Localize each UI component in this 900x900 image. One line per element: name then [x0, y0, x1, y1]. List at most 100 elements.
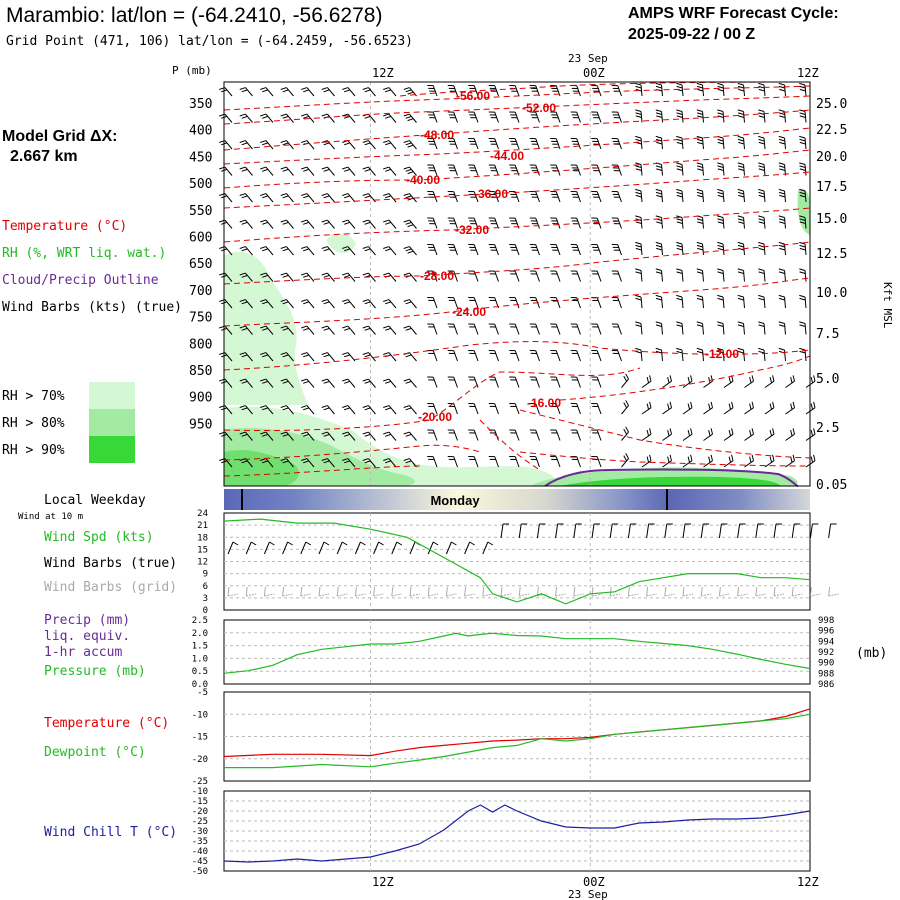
wind-barb [550, 429, 561, 441]
chill-panel-ticks-label: -30 [192, 827, 208, 837]
wind-panel-ticks-label: 6 [203, 582, 208, 592]
precip-panel-ticks-label: 1.0 [192, 654, 208, 664]
wind-chill-label: Wind Chill T (°C) [44, 825, 177, 840]
wind-barb [737, 162, 745, 176]
precip-accum-label: 1-hr accum [44, 645, 122, 660]
wind-barb [280, 113, 294, 123]
wind-barb [529, 456, 540, 468]
wind-barb [799, 241, 807, 256]
bottom-tick-2: 00Z [583, 875, 605, 889]
dewpoint-series [224, 713, 811, 769]
wind-barb [301, 299, 315, 309]
wind-barb [570, 376, 581, 388]
wind-barb [611, 111, 622, 123]
chill-panel-ticks-label: -10 [192, 787, 208, 797]
top-date: 23 Sep [568, 52, 608, 65]
upper-frame [223, 81, 811, 487]
bottom-tick-3: 12Z [797, 875, 819, 889]
wind-barb [676, 241, 684, 256]
wind-barb [744, 375, 754, 388]
wind-barb [570, 164, 581, 176]
wind-barb [280, 405, 294, 415]
wind-barb [427, 217, 438, 229]
wind-barb [509, 111, 520, 123]
rh90-label: RH > 90% [2, 443, 65, 458]
isotherm-line [223, 367, 641, 431]
wind-barb [529, 429, 540, 441]
wind-barb [570, 323, 581, 335]
wind-barb [662, 375, 672, 388]
wind-barb [550, 191, 561, 203]
wind-barb [676, 109, 684, 123]
wind-barb [427, 297, 438, 309]
wind-barb [764, 401, 775, 415]
wind-barb [468, 138, 479, 150]
wind-barb [342, 193, 356, 203]
wind-barb [805, 401, 816, 415]
rh70-region-left [224, 251, 308, 405]
wind-barb [509, 403, 520, 415]
wind-barb [239, 166, 253, 176]
wind-barb [342, 378, 356, 388]
wind-barb [717, 241, 725, 256]
wind-barb [383, 87, 397, 97]
surface-barb-grid [427, 586, 439, 597]
surface-barb-true [282, 541, 293, 555]
wind-barb [447, 217, 458, 229]
wind-barb [383, 431, 397, 441]
temp-dewpoint-lines [223, 708, 811, 769]
wind-barb [778, 268, 786, 282]
surface-barb-grid [227, 586, 239, 597]
height-tick-5: 12.5 [816, 247, 847, 262]
wind-barb [447, 376, 458, 388]
surface-barb-grid [282, 586, 293, 597]
wind-barb [280, 378, 294, 388]
wind-barb [778, 321, 786, 335]
isotherm-line [223, 85, 811, 111]
wind-barb [239, 219, 253, 229]
wind-barb [682, 454, 693, 468]
wind-barb [362, 87, 376, 97]
height-tick-7: 7.5 [816, 327, 839, 342]
wind-barb [509, 350, 520, 362]
wind-barb [362, 431, 376, 441]
wind-barb [239, 246, 253, 256]
wind-barb [758, 268, 766, 282]
wind-barb [301, 458, 315, 468]
wind-barb [744, 428, 754, 441]
wind-barb [778, 109, 786, 123]
wind-barb [737, 215, 745, 229]
wind-barb [321, 405, 335, 415]
height-tick-2: 20.0 [816, 150, 847, 165]
wind-barb [529, 85, 540, 97]
precip-panel-ticks-label: 0.5 [192, 667, 208, 677]
dewpoint-label: Dewpoint (°C) [44, 745, 146, 760]
wind-barb [427, 456, 438, 468]
surface-barb-true [700, 523, 710, 539]
wind-barb [529, 376, 540, 388]
wind-barb [468, 111, 479, 123]
surface-barb-true [646, 523, 655, 539]
wind-barb [717, 347, 725, 362]
wind-barb [703, 454, 713, 468]
wind-barb [342, 299, 356, 309]
pressure-tick-850: 850 [189, 364, 212, 379]
wind-barb [239, 113, 253, 123]
wind-barb [717, 321, 725, 335]
wind-barb [591, 191, 602, 203]
wind-barb [488, 111, 499, 123]
wind-barb [260, 140, 274, 150]
rh80-swatch [89, 409, 135, 436]
pressure-tick-right: 998 [818, 616, 834, 626]
cycle-label: AMPS WRF Forecast Cycle: [628, 5, 839, 22]
wind-barb [383, 378, 397, 388]
wind-barb [239, 87, 253, 97]
wind-barb [550, 456, 561, 468]
wind-barb [717, 109, 725, 123]
pressure-tick-650: 650 [189, 257, 212, 272]
wind-barb [260, 193, 274, 203]
height-tick-9: 2.5 [816, 421, 839, 436]
wind-barb [342, 272, 356, 282]
wind-barb [591, 403, 602, 415]
wind-barb [737, 135, 745, 150]
